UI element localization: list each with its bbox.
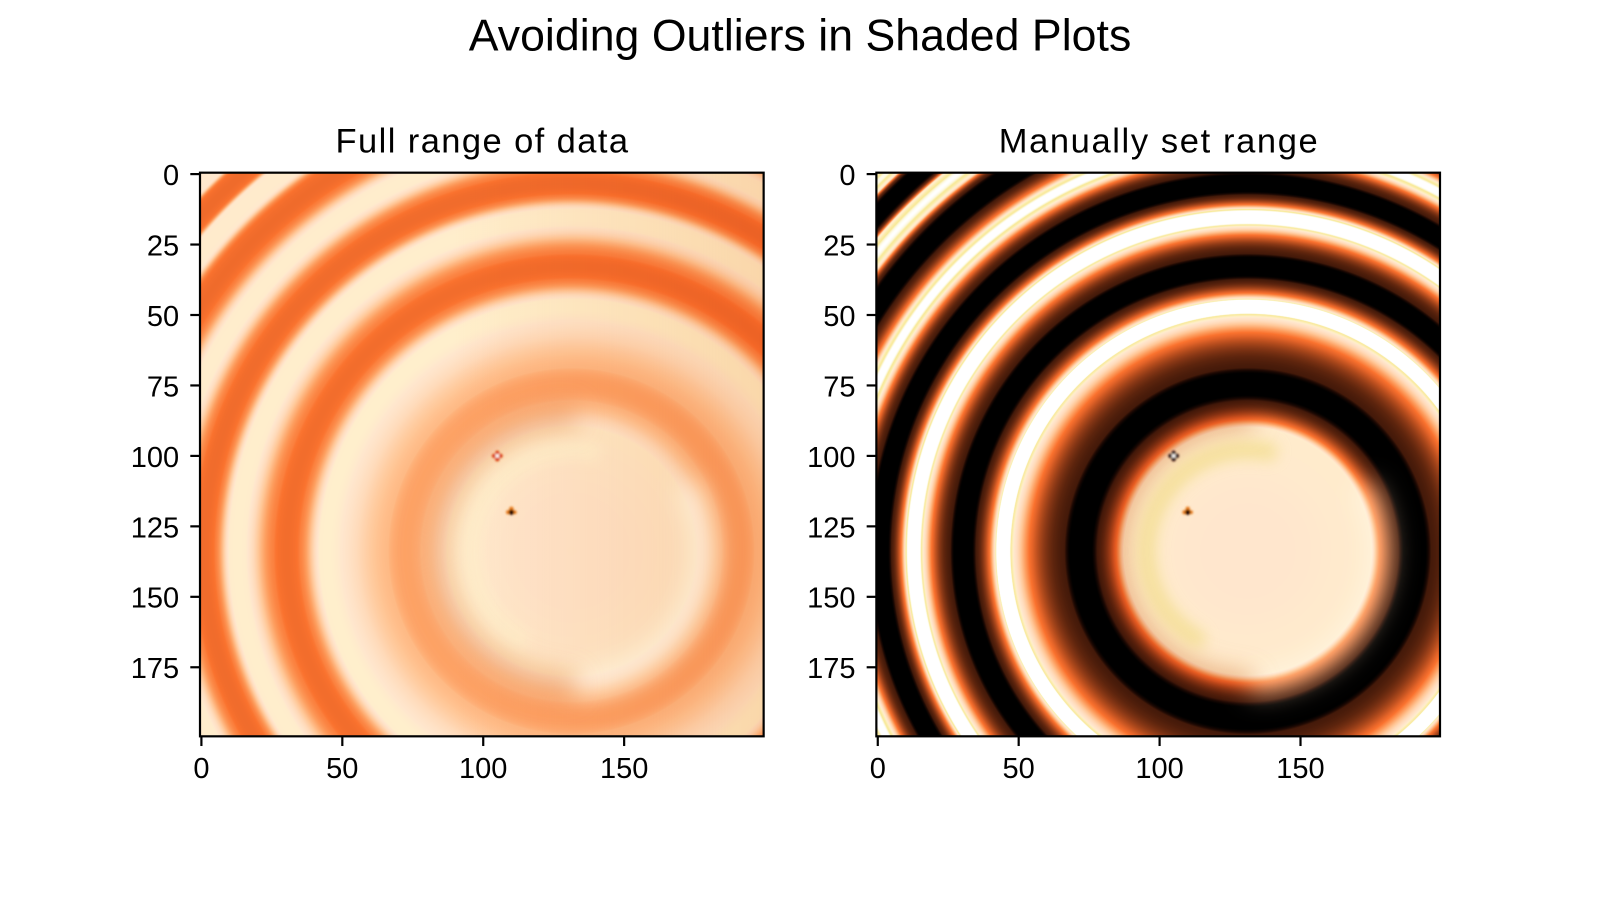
- svg-text:50: 50: [1003, 753, 1035, 785]
- svg-text:175: 175: [807, 653, 855, 685]
- svg-text:0: 0: [193, 753, 209, 785]
- svg-text:75: 75: [147, 371, 179, 403]
- svg-text:175: 175: [131, 653, 179, 685]
- svg-text:50: 50: [326, 753, 358, 785]
- svg-text:50: 50: [147, 301, 179, 333]
- svg-text:150: 150: [600, 753, 648, 785]
- svg-text:100: 100: [807, 442, 855, 474]
- svg-text:150: 150: [1276, 753, 1324, 785]
- svg-text:0: 0: [870, 753, 886, 785]
- svg-text:Full range of data: Full range of data: [336, 123, 629, 161]
- svg-text:75: 75: [823, 371, 855, 403]
- svg-text:Manually set range: Manually set range: [999, 123, 1318, 161]
- svg-text:25: 25: [147, 230, 179, 262]
- svg-text:150: 150: [807, 583, 855, 615]
- svg-text:25: 25: [823, 230, 855, 262]
- svg-text:125: 125: [807, 512, 855, 544]
- svg-text:0: 0: [839, 160, 855, 192]
- svg-text:0: 0: [163, 160, 179, 192]
- svg-text:125: 125: [131, 512, 179, 544]
- svg-text:50: 50: [823, 301, 855, 333]
- svg-text:Avoiding Outliers in Shaded Pl: Avoiding Outliers in Shaded Plots: [469, 12, 1132, 61]
- svg-text:100: 100: [131, 442, 179, 474]
- svg-text:100: 100: [1135, 753, 1183, 785]
- svg-text:150: 150: [131, 583, 179, 615]
- svg-text:100: 100: [459, 753, 507, 785]
